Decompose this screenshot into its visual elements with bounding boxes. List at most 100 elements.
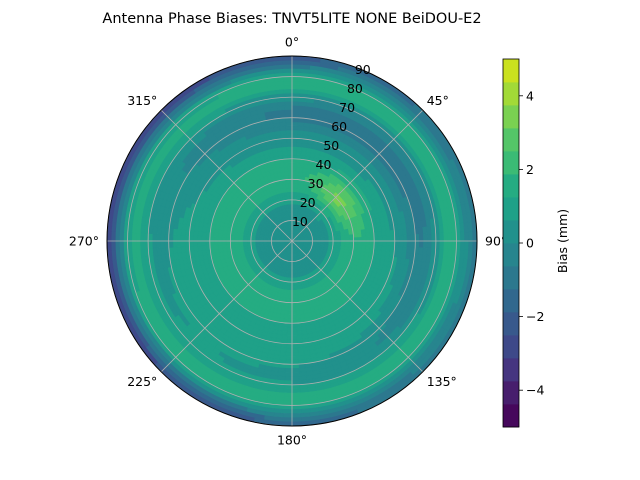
contour-cell (230, 243, 236, 248)
contour-cell (281, 334, 288, 340)
contour-cell (188, 235, 194, 242)
contour-cell (284, 174, 290, 180)
contour-cell (291, 351, 299, 357)
contour-cell (296, 146, 303, 152)
contour-cell (147, 233, 153, 242)
contour-cell (291, 294, 296, 299)
contour-cell (291, 76, 301, 82)
contour-cell (291, 125, 299, 131)
contour-cell (217, 240, 223, 246)
contour-cell (135, 232, 141, 242)
contour-cell (414, 234, 420, 242)
contour-cell (460, 240, 465, 251)
contour-cell (291, 100, 300, 106)
contour-cell (447, 240, 453, 250)
contour-cell (151, 233, 157, 242)
contour-cell (143, 240, 149, 250)
contour-cell (201, 235, 207, 242)
contour-cell (286, 343, 293, 349)
contour-cell (193, 245, 199, 252)
contour-cell (295, 310, 301, 316)
contour-cell (439, 240, 445, 250)
contour-cell (291, 121, 299, 127)
contour-cell (225, 243, 231, 249)
contour-cell (287, 162, 293, 168)
contour-cell (291, 331, 298, 336)
contour-cell (291, 339, 298, 345)
contour-cell (164, 234, 170, 242)
contour-cell (296, 142, 303, 148)
contour-cell (291, 388, 301, 394)
contour-cell (291, 343, 298, 349)
contour-cell (377, 240, 383, 247)
contour-cell (296, 334, 303, 340)
contour-cell (418, 233, 424, 242)
contour-cell (353, 240, 359, 245)
contour-cell (285, 359, 293, 365)
contour-cell (291, 359, 299, 365)
contour-cell (282, 404, 293, 410)
contour-cell (284, 109, 293, 115)
contour-cell (287, 310, 293, 316)
contour-cell (286, 339, 293, 345)
contour-cell (291, 384, 301, 390)
contour-cell (382, 235, 387, 242)
contour-cell (291, 409, 302, 414)
contour-cell (283, 76, 293, 82)
contour-cell (291, 298, 296, 303)
contour-cell (156, 240, 161, 249)
contour-cell (286, 137, 293, 143)
contour-cell (238, 240, 244, 245)
contour-cell (286, 142, 293, 147)
contour-cell (281, 142, 288, 148)
contour-cell (197, 230, 203, 237)
contour-cell (291, 376, 300, 382)
contour-cell (439, 232, 445, 242)
contour-cell (193, 230, 199, 237)
contour-cell (286, 150, 293, 156)
contour-cell (284, 105, 293, 110)
contour-cell (365, 240, 371, 246)
contour-cell (353, 233, 359, 239)
contour-cell (283, 388, 293, 394)
contour-cell (451, 240, 457, 250)
contour-cell (369, 236, 375, 242)
contour-cell (285, 129, 293, 135)
contour-cell (291, 335, 298, 340)
contour-cell (455, 240, 461, 251)
contour-cell (294, 297, 299, 303)
contour-cell (357, 237, 363, 242)
contour-cell (385, 230, 391, 237)
contour-cell (285, 347, 293, 353)
contour-cell (283, 92, 293, 98)
contour-cell (184, 235, 190, 242)
contour-cell (285, 363, 293, 369)
contour-cell (291, 117, 299, 123)
contour-cell (288, 302, 293, 308)
contour-cell (291, 109, 300, 115)
contour-cell (398, 234, 404, 242)
contour-cell (291, 68, 302, 73)
contour-cell (284, 96, 293, 102)
contour-cell (291, 372, 300, 377)
contour-cell (288, 174, 293, 180)
contour-cell (296, 326, 302, 332)
contour-cell (282, 409, 293, 414)
contour-cell (123, 231, 129, 242)
contour-cell (385, 245, 391, 252)
contour-cell (410, 240, 416, 248)
contour-cell (365, 232, 371, 238)
contour-cell (423, 233, 428, 242)
contour-cell (365, 236, 371, 242)
contour-cell (377, 235, 383, 242)
contour-cell (377, 231, 383, 237)
contour-cell (410, 234, 416, 242)
contour-cell (291, 72, 302, 78)
contour-cell (340, 237, 346, 242)
contour-cell (435, 232, 441, 242)
contour-cell (390, 235, 396, 242)
contour-cell (455, 231, 461, 242)
contour-cell (281, 330, 288, 336)
contour-cell (201, 231, 207, 237)
contour-cell (221, 244, 227, 249)
